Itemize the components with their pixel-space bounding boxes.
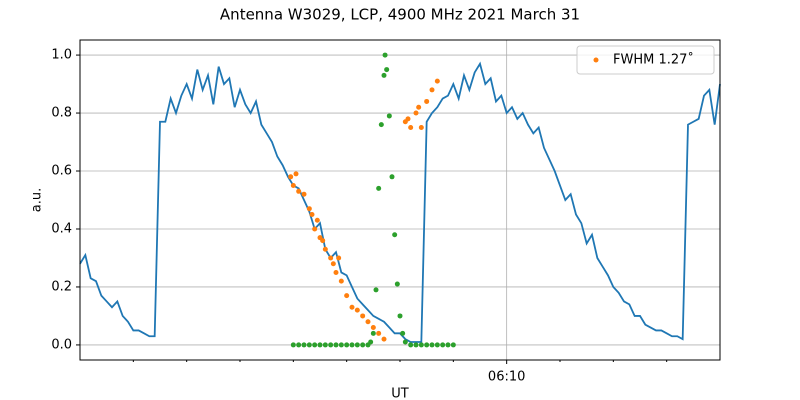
data-point (306, 206, 312, 212)
y-tick-label: 0.4 (51, 221, 72, 236)
data-point (408, 125, 414, 131)
data-point (301, 342, 307, 348)
data-point (386, 113, 392, 119)
data-point (290, 342, 296, 348)
data-point (382, 52, 388, 58)
data-point (429, 87, 435, 93)
data-point (328, 255, 334, 261)
chart-title: Antenna W3029, LCP, 4900 MHz 2021 March … (220, 6, 580, 24)
data-point (429, 342, 435, 348)
data-point (413, 342, 419, 348)
data-point (418, 125, 424, 131)
data-point (354, 307, 360, 313)
data-point (306, 342, 312, 348)
data-point (424, 98, 430, 104)
data-point (378, 122, 384, 128)
data-point (440, 342, 446, 348)
data-point (394, 281, 400, 287)
data-point (320, 238, 326, 244)
data-point (312, 226, 318, 232)
legend-box (576, 45, 715, 75)
data-point (293, 171, 299, 177)
data-line (79, 61, 721, 343)
data-point (333, 342, 339, 348)
data-point (338, 278, 344, 284)
data-point (376, 330, 382, 336)
data-point (338, 342, 344, 348)
data-point (400, 330, 406, 336)
data-point (445, 342, 451, 348)
data-point (330, 261, 336, 267)
legend-marker (593, 57, 599, 63)
data-point (365, 319, 371, 325)
data-point (354, 342, 360, 348)
data-point (370, 330, 376, 336)
data-point (360, 342, 366, 348)
data-point (322, 246, 328, 252)
data-point (418, 342, 424, 348)
plot-frame (79, 39, 721, 361)
data-point (349, 304, 355, 310)
legend-label: FWHM 1.27˚ (613, 52, 694, 68)
x-tick-label: 06:10 (488, 370, 525, 385)
data-point (349, 342, 355, 348)
data-point (288, 174, 294, 180)
data-point (408, 342, 414, 348)
data-point (301, 191, 307, 197)
data-point (290, 183, 296, 189)
data-point (434, 342, 440, 348)
data-point (336, 255, 342, 261)
data-point (434, 78, 440, 84)
data-point (368, 339, 374, 345)
data-point (405, 116, 411, 122)
data-point (333, 269, 339, 275)
data-point (392, 232, 398, 238)
data-point (314, 217, 320, 223)
data-point (416, 104, 422, 110)
data-point (309, 211, 315, 217)
data-point (344, 342, 350, 348)
data-point (360, 313, 366, 319)
y-tick-label: 0.2 (51, 279, 72, 294)
data-point (389, 174, 395, 180)
data-point (413, 110, 419, 116)
data-point (296, 342, 302, 348)
data-point (402, 339, 408, 345)
y-tick-label: 1.0 (51, 48, 72, 63)
data-point (397, 313, 403, 319)
data-point (424, 342, 430, 348)
data-point (370, 325, 376, 331)
data-point (312, 342, 318, 348)
data-point (317, 342, 323, 348)
y-tick-label: 0.0 (51, 337, 72, 352)
data-point (328, 342, 334, 348)
data-point (344, 293, 350, 299)
data-point (450, 342, 456, 348)
y-axis-label: a.u. (30, 188, 45, 212)
data-point (384, 67, 390, 73)
data-point (373, 287, 379, 293)
data-point (376, 185, 382, 191)
y-tick-label: 0.6 (51, 164, 72, 179)
data-point (381, 72, 387, 78)
data-point (381, 336, 387, 342)
data-point (296, 188, 302, 194)
x-axis-label: UT (391, 387, 409, 400)
y-tick-label: 0.8 (51, 106, 72, 121)
data-point (322, 342, 328, 348)
